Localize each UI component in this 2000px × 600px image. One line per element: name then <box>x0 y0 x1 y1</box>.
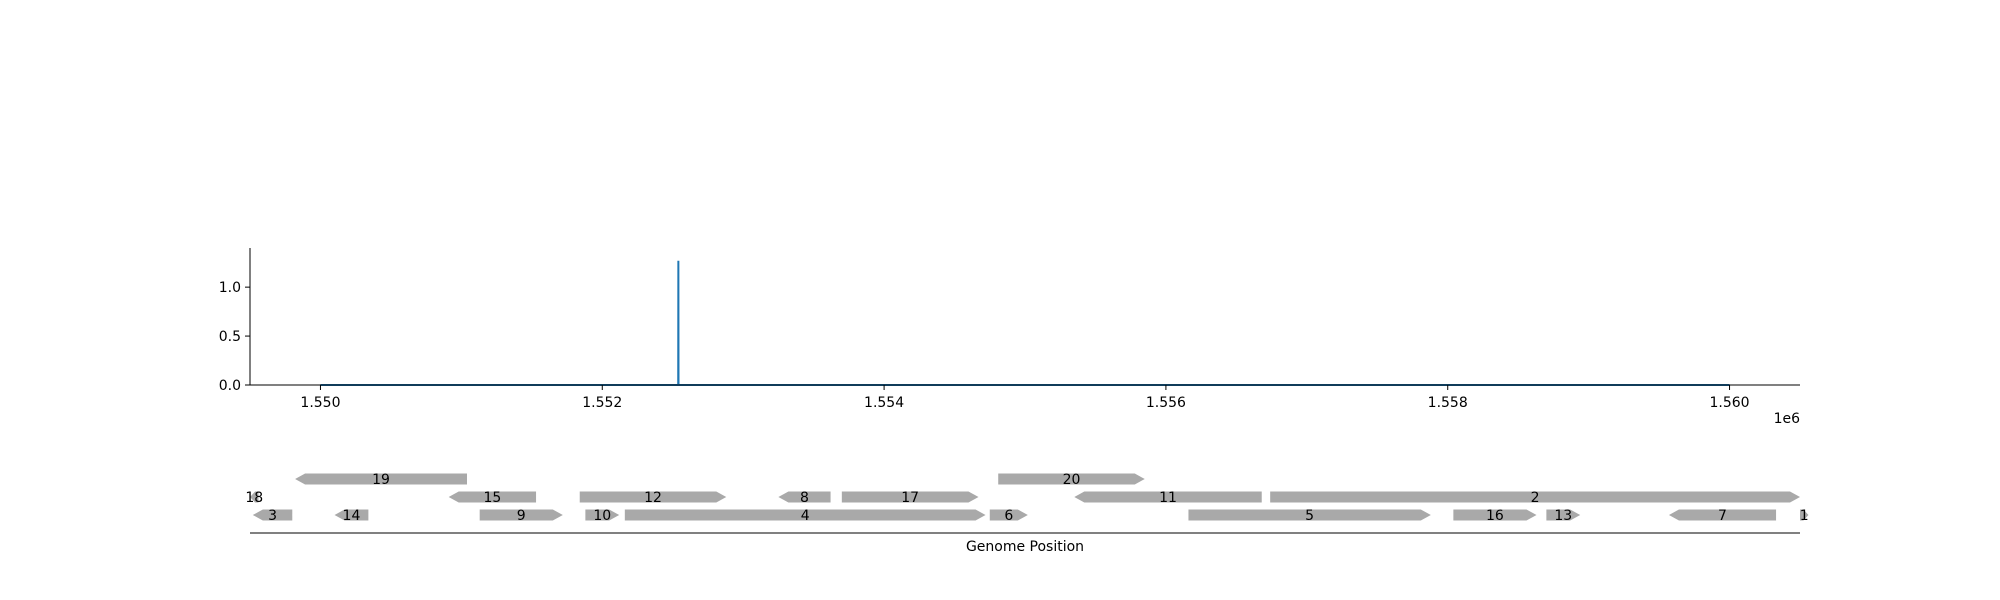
gene-arrow-10 <box>585 509 620 521</box>
coverage-plot: 0.0 0.5 1.0 1.550 1.552 1.554 1.556 1.558 1.560… <box>219 248 1800 427</box>
gene-label-8: 8 <box>800 490 809 506</box>
gene-label-20: 20 <box>1063 472 1081 488</box>
gene-arrow-18 <box>250 491 259 503</box>
x-tick-label: 1.554 <box>864 395 904 411</box>
gene-arrow-13 <box>1546 509 1581 521</box>
gene-label-19: 19 <box>372 472 390 488</box>
x-tick-label: 1.550 <box>300 395 340 411</box>
gene-label-2: 2 <box>1531 490 1540 506</box>
gene-arrow-17 <box>841 491 979 503</box>
y-tick-label: 0.5 <box>219 329 241 345</box>
gene-label-3: 3 <box>268 508 277 524</box>
gene-label-5: 5 <box>1305 508 1314 524</box>
gene-label-13: 13 <box>1554 508 1572 524</box>
coverage-series-line <box>320 260 1730 386</box>
gene-label-17: 17 <box>901 490 919 506</box>
x-offset-label: 1e6 <box>1774 411 1801 427</box>
x-tick-label: 1.558 <box>1428 395 1468 411</box>
gene-arrow-16 <box>1453 509 1537 521</box>
gene-arrow-9 <box>479 509 563 521</box>
gene-label-15: 15 <box>483 490 501 506</box>
gene-label-16: 16 <box>1486 508 1504 524</box>
gene-label-14: 14 <box>343 508 361 524</box>
gene-arrow-14 <box>334 509 369 521</box>
gene-map: 18 3 19 15 14 9 12 10 4 8 17 20 6 11 2 5 16 13 7 1 Genome P… <box>245 472 1808 555</box>
genes-layer: 18 3 19 15 14 9 12 10 4 8 17 20 6 11 2 5 16 13 7 1 <box>245 472 1808 524</box>
gene-arrow-3 <box>252 509 293 521</box>
gene-label-6: 6 <box>1004 508 1013 524</box>
gene-arrow-12 <box>579 491 727 503</box>
gene-arrow-1 <box>1800 509 1809 521</box>
x-tick-label: 1.556 <box>1146 395 1186 411</box>
x-ticks: 1.550 1.552 1.554 1.556 1.558 1.560 <box>300 385 1750 411</box>
gene-arrow-2 <box>1270 491 1800 503</box>
gene-arrow-15 <box>448 491 537 503</box>
gene-label-1: 1 <box>1800 508 1809 524</box>
x-tick-label: 1.560 <box>1709 395 1749 411</box>
y-tick-label: 1.0 <box>219 280 241 296</box>
gene-label-11: 11 <box>1159 490 1177 506</box>
coverage-line-layer <box>320 260 1730 386</box>
gene-arrow-8 <box>778 491 831 503</box>
gene-label-9: 9 <box>517 508 526 524</box>
gene-label-12: 12 <box>644 490 662 506</box>
gene-arrow-11 <box>1074 491 1262 503</box>
gene-arrow-6 <box>989 509 1028 521</box>
gene-label-7: 7 <box>1718 508 1727 524</box>
gene-arrow-19 <box>295 473 467 485</box>
gene-arrow-5 <box>1188 509 1431 521</box>
y-tick-label: 0.0 <box>219 378 241 394</box>
gene-arrow-7 <box>1668 509 1777 521</box>
x-tick-label: 1.552 <box>582 395 622 411</box>
gene-arrow-20 <box>998 473 1145 485</box>
y-ticks: 0.0 0.5 1.0 <box>219 280 250 394</box>
gene-x-axis-label: Genome Position <box>966 539 1084 555</box>
gene-label-18: 18 <box>245 490 263 506</box>
gene-arrow-4 <box>624 509 986 521</box>
gene-label-4: 4 <box>801 508 810 524</box>
gene-label-10: 10 <box>593 508 611 524</box>
